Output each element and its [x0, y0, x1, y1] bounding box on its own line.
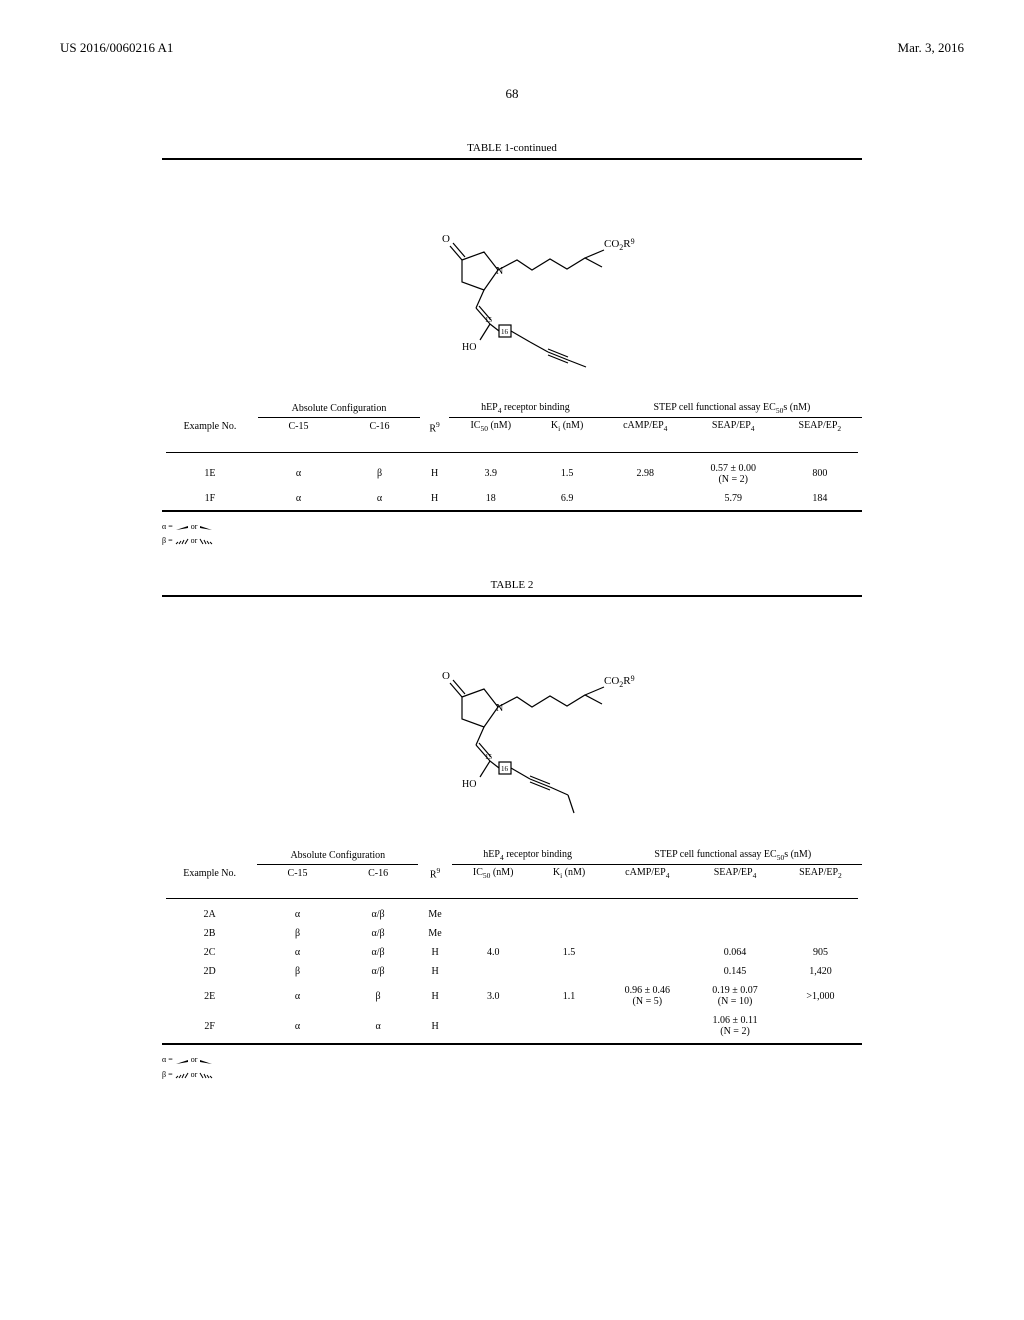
footnote-alpha: α = or — [162, 520, 862, 534]
column-header-row: Example No. C-15 C-16 R9 IC50 (nM) Ki (n… — [162, 864, 862, 892]
rule — [162, 1043, 862, 1045]
svg-text:16: 16 — [501, 765, 509, 773]
pub-date: Mar. 3, 2016 — [898, 40, 964, 56]
col-c15: C-15 — [258, 418, 339, 446]
table-1-data: Absolute Configuration hEP4 receptor bin… — [162, 396, 862, 508]
col-seap2: SEAP/EP2 — [778, 418, 862, 446]
col-r9: R9 — [420, 418, 449, 446]
col-camp: cAMP/EP4 — [602, 418, 689, 446]
table-row: 2Bβα/βMe — [162, 924, 862, 943]
molecule-svg-2: O N CO2R9 HO 15 16 — [372, 619, 652, 829]
svg-text:O: O — [442, 233, 450, 245]
svg-text:CO2R9: CO2R9 — [604, 674, 635, 689]
table-1-footnote: α = or β = or — [162, 520, 862, 549]
table-row: 2EαβH3.01.1 0.96 ± 0.46(N = 5) 0.19 ± 0.… — [162, 981, 862, 1011]
col-ic50: IC50 (nM) — [449, 418, 532, 446]
table-2: TABLE 2 O N CO2R9 HO 15 16 — [162, 579, 862, 1083]
footnote-beta: β = or — [162, 1068, 862, 1082]
svg-text:15: 15 — [485, 753, 493, 761]
svg-text:CO2R9: CO2R9 — [604, 237, 635, 252]
svg-text:HO: HO — [462, 342, 476, 353]
group-header-row: Absolute Configuration hEP4 receptor bin… — [162, 396, 862, 418]
rule — [162, 158, 862, 160]
footnote-alpha: α = or — [162, 1053, 862, 1067]
page-number: 68 — [60, 86, 964, 102]
table-2-footnote: α = or β = or — [162, 1053, 862, 1082]
group-hep4: hEP4 receptor binding — [449, 396, 602, 418]
table-row: 1E α β H 3.9 1.5 2.98 0.57 ± 0.00(N = 2)… — [162, 459, 862, 489]
group-step: STEP cell functional assay EC50s (nM) — [603, 843, 862, 865]
structure-2: O N CO2R9 HO 15 16 — [162, 599, 862, 843]
table-row: 2Aαα/βMe — [162, 905, 862, 924]
table-row: 2Dβα/βH0.1451,420 — [162, 962, 862, 981]
table-row: 2FααH 1.06 ± 0.11(N = 2) — [162, 1011, 862, 1041]
svg-text:HO: HO — [462, 779, 476, 790]
rule — [162, 510, 862, 512]
table-2-data: Absolute Configuration hEP4 receptor bin… — [162, 843, 862, 1042]
svg-text:16: 16 — [501, 328, 509, 336]
col-c16: C-16 — [339, 418, 420, 446]
group-hep4: hEP4 receptor binding — [452, 843, 604, 865]
table-row: 2Cαα/βH4.01.50.064905 — [162, 943, 862, 962]
group-abs-config: Absolute Configuration — [258, 396, 420, 418]
col-example: Example No. — [162, 418, 258, 446]
table-1-continued: TABLE 1-continued O N CO2R9 — [162, 142, 862, 549]
table-2-caption: TABLE 2 — [162, 579, 862, 591]
svg-text:O: O — [442, 670, 450, 682]
column-header-row: Example No. C-15 C-16 R9 IC50 (nM) Ki (n… — [162, 418, 862, 446]
molecule-svg-1: O N CO2R9 HO 15 16 — [372, 182, 652, 382]
col-seap4: SEAP/EP4 — [689, 418, 778, 446]
table-1-caption: TABLE 1-continued — [162, 142, 862, 154]
rule — [162, 595, 862, 597]
svg-text:15: 15 — [485, 316, 493, 324]
pub-number: US 2016/0060216 A1 — [60, 40, 173, 56]
group-abs-config: Absolute Configuration — [257, 843, 418, 865]
group-header-row: Absolute Configuration hEP4 receptor bin… — [162, 843, 862, 865]
col-ki: Ki (nM) — [532, 418, 601, 446]
footnote-beta: β = or — [162, 534, 862, 548]
table-row: 1F α α H 18 6.9 5.79 184 — [162, 489, 862, 508]
page-header: US 2016/0060216 A1 Mar. 3, 2016 — [60, 40, 964, 56]
group-step: STEP cell functional assay EC50s (nM) — [602, 396, 862, 418]
structure-1: O N CO2R9 HO 15 16 — [162, 162, 862, 396]
